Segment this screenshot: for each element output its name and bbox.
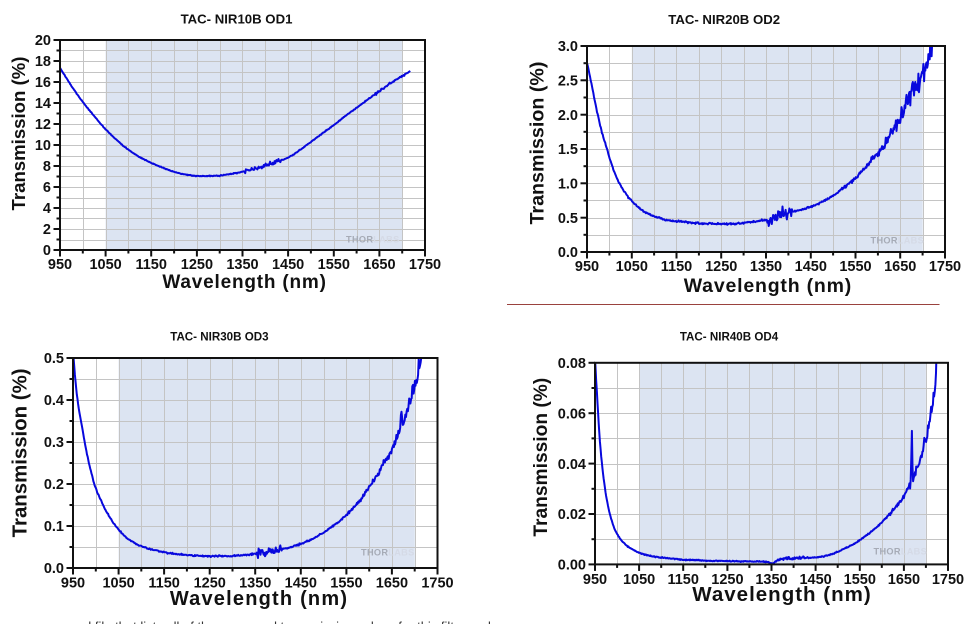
svg-text:Wavelength (nm): Wavelength (nm) — [162, 272, 326, 293]
svg-text:1.0: 1.0 — [558, 177, 578, 193]
svg-text:20: 20 — [35, 33, 51, 49]
svg-text:18: 18 — [35, 54, 51, 70]
svg-text:1550: 1550 — [330, 576, 362, 592]
svg-text:1650: 1650 — [376, 576, 408, 592]
svg-text:1450: 1450 — [799, 572, 831, 588]
svg-text:0.0: 0.0 — [44, 561, 64, 577]
svg-text:12: 12 — [35, 117, 51, 133]
svg-text:1650: 1650 — [884, 259, 916, 275]
svg-text:1250: 1250 — [194, 576, 226, 592]
svg-text:1550: 1550 — [844, 572, 876, 588]
svg-text:1050: 1050 — [616, 259, 648, 275]
svg-text:4: 4 — [43, 201, 51, 217]
svg-text:10: 10 — [35, 138, 51, 154]
svg-text:Transmission (%): Transmission (%) — [10, 368, 32, 537]
svg-text:0.2: 0.2 — [44, 477, 64, 493]
svg-text:1250: 1250 — [711, 572, 743, 588]
svg-text:1650: 1650 — [888, 572, 920, 588]
svg-text:950: 950 — [583, 572, 607, 588]
svg-text:1750: 1750 — [932, 572, 964, 588]
svg-text:8: 8 — [43, 159, 51, 175]
svg-text:THORLABS: THORLABS — [361, 548, 414, 558]
svg-text:14: 14 — [35, 96, 51, 112]
svg-text:1250: 1250 — [181, 257, 213, 273]
svg-text:1750: 1750 — [409, 257, 441, 273]
svg-text:3.0: 3.0 — [558, 39, 578, 55]
svg-text:Transmission (%): Transmission (%) — [8, 57, 29, 211]
svg-text:1150: 1150 — [661, 259, 692, 275]
svg-text:16: 16 — [35, 75, 51, 91]
svg-text:Wavelength (nm): Wavelength (nm) — [170, 588, 348, 610]
svg-text:0.5: 0.5 — [558, 211, 578, 227]
svg-text:2: 2 — [43, 222, 51, 238]
svg-text:1150: 1150 — [667, 572, 698, 588]
svg-text:1050: 1050 — [102, 576, 134, 592]
svg-text:TAC- NIR10B OD1: TAC- NIR10B OD1 — [181, 12, 293, 27]
svg-text:1750: 1750 — [929, 259, 961, 275]
svg-text:1550: 1550 — [839, 259, 871, 275]
svg-text:0.1: 0.1 — [44, 519, 64, 535]
svg-text:0.00: 0.00 — [558, 558, 586, 574]
svg-text:0: 0 — [43, 243, 51, 259]
svg-text:950: 950 — [61, 576, 85, 592]
svg-text:Transmission (%): Transmission (%) — [531, 378, 552, 537]
svg-text:1450: 1450 — [285, 576, 317, 592]
svg-text:0.4: 0.4 — [44, 393, 64, 409]
svg-text:1150: 1150 — [135, 257, 166, 273]
svg-text:0.08: 0.08 — [558, 356, 586, 372]
svg-text:950: 950 — [48, 257, 72, 273]
svg-text:TAC- NIR20B OD2: TAC- NIR20B OD2 — [668, 12, 780, 27]
svg-text:TAC- NIR30B OD3: TAC- NIR30B OD3 — [170, 331, 269, 344]
svg-text:2.0: 2.0 — [558, 108, 578, 124]
svg-text:6: 6 — [43, 180, 51, 196]
svg-text:THORLABS: THORLABS — [874, 547, 927, 557]
svg-text:Wavelength (nm): Wavelength (nm) — [684, 275, 852, 297]
svg-text:0.04: 0.04 — [558, 457, 586, 473]
svg-text:1650: 1650 — [363, 257, 395, 273]
svg-text:1050: 1050 — [89, 257, 121, 273]
svg-text:1350: 1350 — [755, 572, 787, 588]
svg-text:1250: 1250 — [705, 259, 737, 275]
svg-text:1350: 1350 — [750, 259, 782, 275]
svg-text:950: 950 — [575, 259, 599, 275]
svg-text:1550: 1550 — [318, 257, 350, 273]
svg-text:0.02: 0.02 — [558, 507, 586, 523]
svg-text:1150: 1150 — [148, 576, 179, 592]
svg-text:1350: 1350 — [226, 257, 258, 273]
svg-text:0.3: 0.3 — [44, 435, 64, 451]
svg-text:0.0: 0.0 — [558, 245, 578, 261]
svg-text:THORLABS: THORLABS — [871, 236, 924, 246]
svg-text:1750: 1750 — [421, 576, 453, 592]
svg-text:1450: 1450 — [272, 257, 304, 273]
svg-text:Transmission (%): Transmission (%) — [527, 61, 549, 224]
svg-text:2.5: 2.5 — [558, 74, 578, 90]
svg-text:0.5: 0.5 — [44, 351, 64, 367]
svg-text:1.5: 1.5 — [558, 142, 578, 158]
svg-text:1350: 1350 — [239, 576, 271, 592]
svg-text:1450: 1450 — [795, 259, 827, 275]
svg-text:0.06: 0.06 — [558, 406, 586, 422]
svg-text:THORLABS: THORLABS — [346, 235, 399, 245]
svg-text:TAC- NIR40B OD4: TAC- NIR40B OD4 — [680, 331, 779, 344]
svg-text:Wavelength (nm): Wavelength (nm) — [692, 583, 871, 606]
svg-text:1050: 1050 — [623, 572, 655, 588]
